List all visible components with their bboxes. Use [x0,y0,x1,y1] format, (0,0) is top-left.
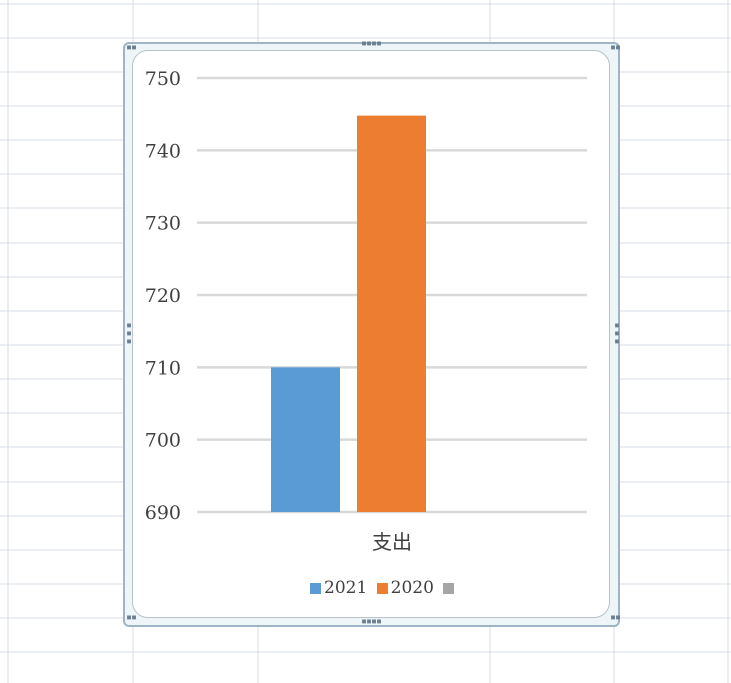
y-tick-label: 740 [145,140,181,162]
y-tick-label: 690 [145,502,181,524]
y-tick-label: 710 [145,357,181,379]
resize-handle-top-left[interactable]: ▪▪ [126,44,136,52]
legend-item-series3 [443,583,457,594]
resize-handle-bottom-left[interactable]: ▪▪ [126,614,136,622]
resize-handle-top[interactable]: ▪▪▪▪ [361,40,381,48]
legend-swatch-2021 [310,583,321,594]
legend: 2021 2020 [310,578,461,599]
y-tick-label: 700 [145,430,181,452]
resize-handle-left[interactable]: ▪ ▪ ▪ [126,322,130,346]
bar-2020 [357,116,426,512]
resize-handle-bottom-right[interactable]: ▪▪ [610,614,620,622]
legend-item-2021: 2021 [310,578,367,598]
y-tick-label: 730 [145,213,181,235]
legend-item-2020: 2020 [377,578,434,598]
bar-2021 [271,367,340,512]
y-tick-label: 720 [145,285,181,307]
resize-handle-bottom[interactable]: ▪▪▪▪ [361,618,381,626]
resize-handle-right[interactable]: ▪ ▪ ▪ [614,322,618,346]
legend-label-2020: 2020 [391,578,434,598]
y-tick-label: 750 [145,68,181,90]
legend-swatch-2020 [377,583,388,594]
legend-label-2021: 2021 [324,578,367,598]
legend-swatch-series3 [443,583,454,594]
x-category-label: 支出 [372,530,412,554]
resize-handle-top-right[interactable]: ▪▪ [610,44,620,52]
